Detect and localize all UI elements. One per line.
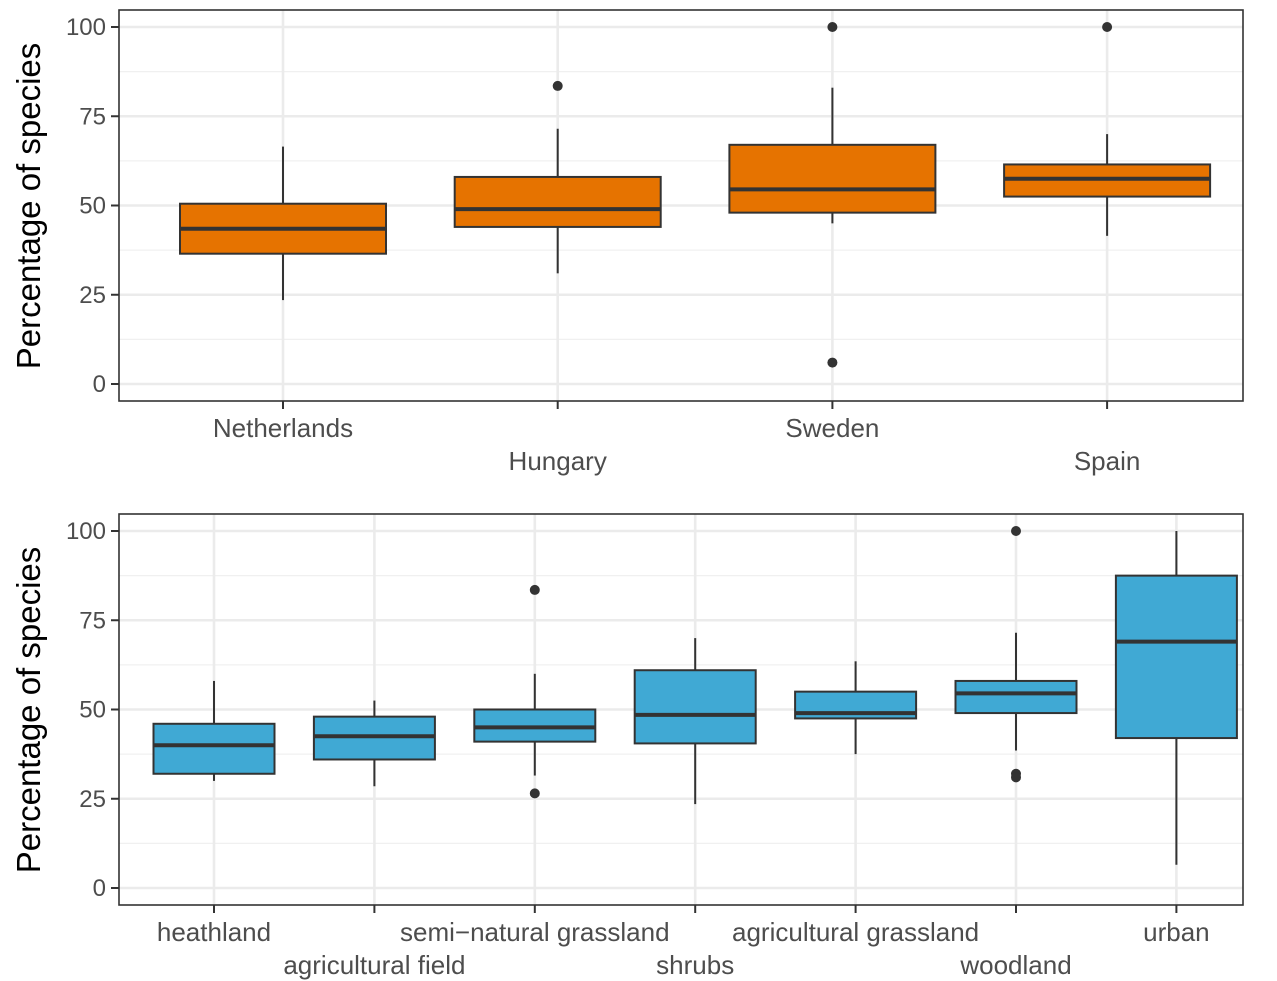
box-woodland <box>954 526 1078 783</box>
x-tick-label: urban <box>1143 917 1210 947</box>
x-tick-label: Hungary <box>509 446 607 476</box>
y-tick-label: 75 <box>79 103 106 130</box>
outlier-point <box>1102 22 1113 32</box>
box-body <box>453 175 662 228</box>
y-tick-label: 0 <box>93 371 106 398</box>
box-sweden <box>728 22 937 368</box>
y-axis-label: Percentage of species <box>10 43 47 370</box>
y-tick-label: 100 <box>66 518 106 545</box>
box-body <box>633 669 757 745</box>
outlier-point <box>1011 526 1021 536</box>
outlier-point <box>529 584 540 595</box>
outlier-point <box>1011 772 1021 783</box>
x-tick-label: shrubs <box>656 950 734 980</box>
outlier-point <box>827 357 838 368</box>
x-tick-label: heathland <box>157 917 271 947</box>
country-boxplot-panel: 0 25 50 75 100 Netherlands Hungary Sweden Spain P… <box>10 9 1244 476</box>
box-agricultural-grassland <box>794 661 918 755</box>
y-tick-label: 100 <box>66 14 106 41</box>
box-semi-natural-grassland <box>473 584 597 799</box>
outlier-point <box>529 788 540 799</box>
landuse-boxplot-panel: 0 25 50 75 100 heathland agricultural fieldsem… <box>10 513 1244 980</box>
outlier-point <box>552 80 563 91</box>
box-netherlands <box>179 146 387 301</box>
box-hungary <box>453 80 662 274</box>
y-tick-label: 50 <box>79 193 106 220</box>
box-heathland <box>152 680 276 781</box>
box-body <box>1114 574 1238 740</box>
box-agricultural-field <box>312 700 436 787</box>
x-tick-label: Spain <box>1074 446 1141 476</box>
x-tick-label: Netherlands <box>213 413 353 443</box>
box-body <box>954 679 1078 715</box>
box-body <box>152 722 276 775</box>
y-axis-label: Percentage of species <box>10 547 47 874</box>
outlier-point <box>827 22 838 32</box>
y-tick-label: 0 <box>93 875 106 902</box>
box-spain <box>1003 22 1212 236</box>
x-tick-label: woodland <box>959 950 1071 980</box>
y-tick-label: 25 <box>79 282 106 309</box>
y-tick-label: 75 <box>79 607 106 634</box>
x-tick-label: agricultural grassland <box>732 917 979 947</box>
box-urban <box>1114 531 1238 865</box>
x-tick-label: agricultural field <box>283 950 465 980</box>
box-shrubs <box>633 638 757 805</box>
box-body <box>728 143 937 214</box>
x-tick-label: semi−natural grassland <box>400 917 670 947</box>
x-tick-label: Sweden <box>785 413 879 443</box>
y-tick-label: 25 <box>79 786 106 813</box>
y-tick-label: 50 <box>79 697 106 724</box>
